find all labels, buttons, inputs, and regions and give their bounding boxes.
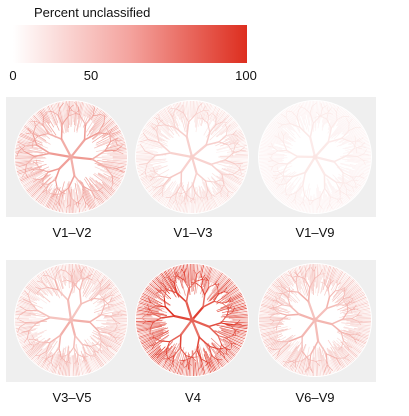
panel-label-v1-v9: V1–V9: [295, 225, 335, 240]
panel-label-v6-v9: V6–V9: [295, 390, 335, 405]
tree-diagram-v1-v3: [135, 100, 249, 214]
tree-diagram-v6-v9: [258, 263, 372, 377]
colorbar-tick-100: 100: [235, 68, 257, 83]
tree-diagram-v4: [135, 263, 249, 377]
legend-title: Percent unclassified: [34, 5, 151, 20]
panel-label-v4: V4: [185, 390, 201, 405]
panel-label-v1-v2: V1–V2: [52, 225, 92, 240]
tree-diagram-v1-v2: [14, 100, 128, 214]
panel-label-v1-v3: V1–V3: [173, 225, 213, 240]
colorbar-tick-0: 0: [9, 68, 17, 83]
colorbar-tick-50: 50: [83, 68, 99, 83]
colorbar: [13, 25, 247, 63]
panel-label-v3-v5: V3–V5: [52, 390, 92, 405]
tree-diagram-v3-v5: [14, 263, 128, 377]
tree-diagram-v1-v9: [258, 100, 372, 214]
